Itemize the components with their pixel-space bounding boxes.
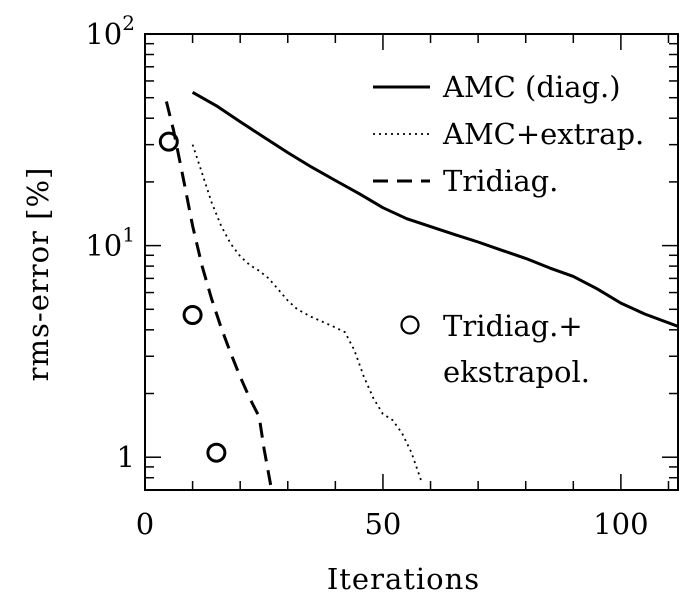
tick-layer: 0 50 100 1 101 102 <box>85 11 678 541</box>
y-axis-title: rms-error [%] <box>21 167 55 382</box>
legend-marker <box>400 315 420 335</box>
legend-label: AMC (diag.) <box>442 70 621 104</box>
series-line <box>191 90 678 328</box>
x-tick-label: 100 <box>593 507 648 541</box>
legend-item: Tridiag.+ ekstrapol. <box>400 309 590 389</box>
x-tick-label: 0 <box>136 507 154 541</box>
series-dashed <box>164 101 273 488</box>
legend-item: AMC (diag.) <box>373 70 621 104</box>
legend-item: Tridiag. <box>373 164 558 198</box>
legend-label: ekstrapol. <box>443 355 590 389</box>
series-line <box>191 144 422 481</box>
legend-label: Tridiag.+ <box>443 309 583 343</box>
series-line <box>164 101 273 488</box>
series-circles <box>158 131 227 463</box>
y-tick-label: 1 <box>117 440 135 474</box>
plot-frame <box>144 33 679 491</box>
legend: AMC (diag.) AMC+extrap. Tridiag. Tridiag.+ e… <box>373 70 644 389</box>
y-tick-label: 101 <box>85 223 135 263</box>
data-point-circle <box>182 304 203 325</box>
x-tick-label: 50 <box>364 507 401 541</box>
series-dotted <box>191 144 422 481</box>
series-solid <box>191 90 678 328</box>
x-axis-title: Iterations <box>327 562 480 596</box>
series-layer <box>158 90 678 488</box>
data-point-circle <box>158 131 179 152</box>
legend-item: AMC+extrap. <box>373 117 644 151</box>
data-point-circle <box>206 442 227 463</box>
y-tick-label: 102 <box>85 11 135 51</box>
legend-label: Tridiag. <box>443 164 558 198</box>
legend-label: AMC+extrap. <box>442 117 644 151</box>
